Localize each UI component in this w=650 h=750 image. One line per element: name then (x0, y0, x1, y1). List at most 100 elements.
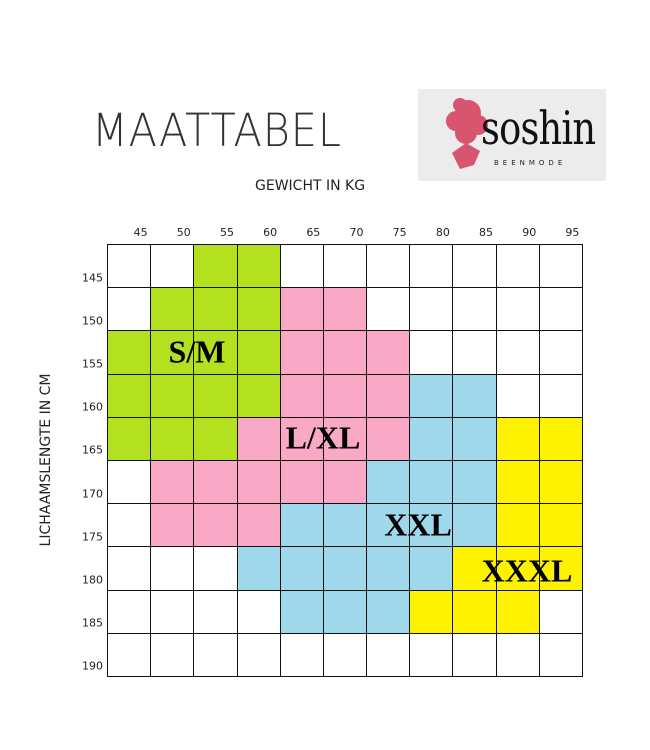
grid-cell (366, 460, 411, 505)
grid-cell (279, 546, 325, 592)
grid-cell (495, 460, 541, 505)
grid-cell (495, 546, 541, 592)
grid-cell (452, 503, 498, 548)
x-tick-label: 75 (392, 226, 407, 239)
grid-cell (322, 589, 368, 635)
grid-cell (150, 589, 195, 635)
page-title: MAATTABEL (92, 104, 342, 157)
grid-cell (495, 244, 541, 289)
grid-cell (495, 287, 541, 332)
y-tick-label: 165 (82, 443, 103, 457)
grid-cell (538, 546, 584, 592)
grid-cell (150, 546, 195, 592)
grid-cell (322, 330, 368, 376)
grid-cell (322, 287, 368, 332)
y-tick-label: 150 (82, 314, 103, 328)
y-tick-label: 190 (82, 659, 103, 673)
grid-cell (236, 503, 282, 548)
grid-cell (193, 373, 239, 419)
grid-cell (150, 632, 195, 678)
y-tick-label: 175 (82, 530, 103, 544)
x-tick-label: 80 (435, 226, 450, 239)
logo-text: soshin (481, 101, 596, 155)
grid-cell (107, 244, 152, 289)
grid-cell (193, 287, 239, 332)
grid-cell (193, 503, 239, 548)
grid-cell (150, 416, 195, 462)
grid-cell (193, 460, 239, 505)
grid-cell (409, 460, 454, 505)
grid-cell (322, 416, 368, 462)
grid-cell (366, 244, 411, 289)
grid-cell (279, 373, 325, 419)
grid-cell (409, 287, 454, 332)
y-tick-label: 160 (82, 400, 103, 414)
grid-cell (279, 460, 325, 505)
grid-cell (236, 460, 282, 505)
grid-cell (150, 244, 195, 289)
grid-cell (193, 546, 239, 592)
grid-cell (409, 373, 454, 419)
logo-subtext: BEENMODE (494, 159, 567, 167)
grid-cell (322, 373, 368, 419)
grid-cell (538, 373, 584, 419)
grid-cell (279, 416, 325, 462)
zone-label: XXXL (481, 552, 573, 589)
x-tick-label: 90 (522, 226, 537, 239)
soshin-logo: soshin BEENMODE (418, 89, 606, 181)
grid-cell (538, 632, 584, 678)
x-tick-label: 70 (349, 226, 364, 239)
grid-cell (236, 287, 282, 332)
grid-cell (107, 330, 152, 376)
grid-cell (107, 589, 152, 635)
grid-cell (150, 287, 195, 332)
grid-cell (150, 503, 195, 548)
grid-cell (236, 546, 282, 592)
y-tick-label: 180 (82, 573, 103, 587)
grid-cell (409, 546, 454, 592)
grid-cell (452, 330, 498, 376)
grid-cell (150, 373, 195, 419)
grid-cell (322, 503, 368, 548)
grid-cell (452, 244, 498, 289)
grid-cell (495, 373, 541, 419)
grid-cell (409, 416, 454, 462)
grid-cell (495, 632, 541, 678)
grid-cell (366, 416, 411, 462)
grid-cell (236, 244, 282, 289)
grid-cell (538, 416, 584, 462)
grid-cell (236, 416, 282, 462)
grid-cell (495, 589, 541, 635)
grid-cell (366, 330, 411, 376)
grid-cell (452, 373, 498, 419)
grid-cell (366, 546, 411, 592)
y-tick-label: 185 (82, 616, 103, 630)
grid-cell (366, 632, 411, 678)
grid-cell (279, 589, 325, 635)
grid-cell (495, 416, 541, 462)
x-tick-label: 95 (565, 226, 580, 239)
grid-cell (322, 632, 368, 678)
grid-cell (322, 546, 368, 592)
x-tick-label: 50 (176, 226, 191, 239)
grid-cell (452, 287, 498, 332)
grid-cell (409, 632, 454, 678)
grid-cell (107, 460, 152, 505)
grid-cell (279, 330, 325, 376)
grid-cell (236, 589, 282, 635)
grid-cell (366, 373, 411, 419)
grid-cell (236, 373, 282, 419)
grid-cell (107, 287, 152, 332)
grid-cell (495, 503, 541, 548)
grid-cell (409, 244, 454, 289)
grid-cell (193, 244, 239, 289)
grid-cell (236, 330, 282, 376)
grid-cell (409, 503, 454, 548)
x-tick-label: 85 (479, 226, 494, 239)
grid-cell (279, 632, 325, 678)
grid-cell (322, 460, 368, 505)
x-tick-label: 45 (133, 226, 148, 239)
grid-cell (107, 632, 152, 678)
zone-label: XXL (384, 506, 452, 543)
y-tick-label: 145 (82, 271, 103, 285)
